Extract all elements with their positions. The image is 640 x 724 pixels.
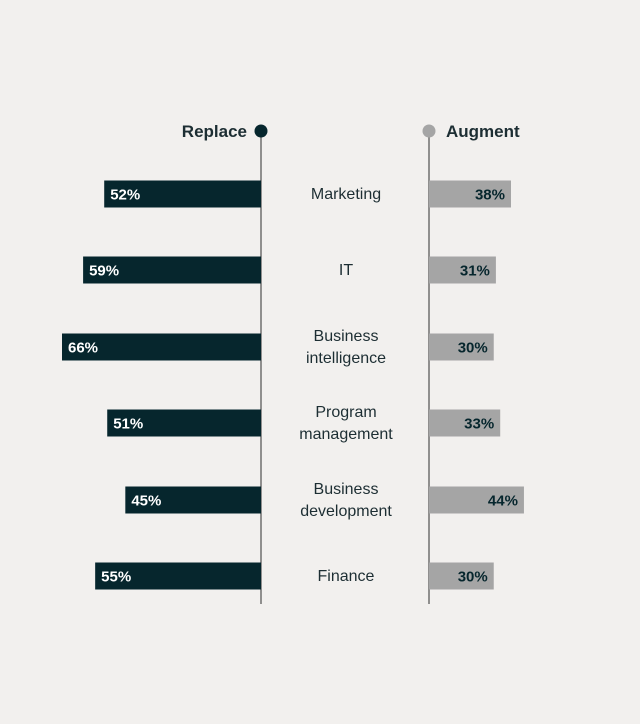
augment-bar	[429, 333, 494, 361]
category-label-line: Program	[315, 404, 376, 421]
replace-value-label: 52%	[110, 187, 140, 204]
replace-value-label: 55%	[101, 569, 131, 586]
replace-bar	[95, 562, 262, 590]
category-label: Business intelligence	[306, 328, 386, 367]
category-label-line: Marketing	[311, 186, 381, 203]
augment-value-label: 30%	[458, 340, 488, 357]
category-label: Business development	[300, 481, 392, 520]
augment-bar	[429, 486, 524, 514]
augment-value-label: 30%	[458, 569, 488, 586]
category-label-line: Business	[314, 481, 379, 498]
augment-bar	[429, 409, 501, 437]
category-label-line: management	[299, 426, 393, 443]
augment-bar	[429, 562, 494, 590]
category-label: Finance	[318, 568, 375, 585]
replace-legend-marker	[254, 124, 268, 138]
category-label-line: Business	[314, 328, 379, 345]
augment-value-label: 31%	[460, 263, 490, 280]
category-label: Program management	[299, 404, 393, 443]
augment-value-label: 33%	[464, 416, 494, 433]
replace-value-label: 66%	[68, 340, 98, 357]
category-label-line: Finance	[318, 568, 375, 585]
category-label-line: development	[300, 503, 392, 520]
replace-value-label: 51%	[113, 416, 143, 433]
replace-legend-label: Replace	[182, 122, 247, 141]
category-label: Marketing	[311, 186, 381, 203]
category-label-line: intelligence	[306, 350, 386, 367]
category-label: IT	[339, 262, 353, 279]
category-label-line: IT	[339, 262, 353, 279]
replace-bar	[83, 256, 261, 284]
replace-value-label: 45%	[131, 493, 161, 510]
augment-bar	[429, 256, 496, 284]
augment-legend-label: Augment	[446, 122, 520, 141]
replace-bar	[125, 486, 262, 514]
replace-bar	[104, 180, 261, 208]
augment-legend-marker	[422, 124, 436, 138]
augment-bar	[429, 180, 511, 208]
augment-value-label: 38%	[475, 187, 505, 204]
replace-bar	[107, 409, 262, 437]
replace-bar	[62, 333, 261, 361]
augment-value-label: 44%	[488, 493, 518, 510]
replace-value-label: 59%	[89, 263, 119, 280]
